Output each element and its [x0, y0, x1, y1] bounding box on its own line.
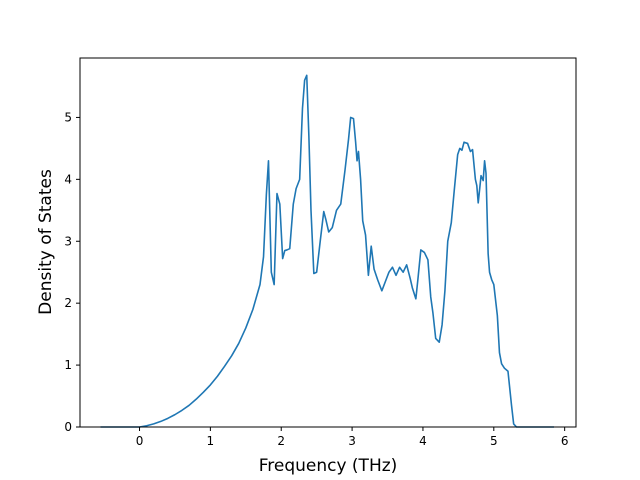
x-tick-label: 4 — [419, 434, 427, 448]
x-tick-label: 2 — [277, 434, 285, 448]
ticks-layer: 0 1 2 3 4 5 6 0 1 2 3 4 5 — [64, 110, 568, 448]
y-tick-label: 3 — [64, 234, 72, 248]
y-tick-label: 1 — [64, 358, 72, 372]
y-tick-label: 2 — [64, 296, 72, 310]
x-axis-label: Frequency (THz) — [259, 456, 398, 476]
x-tick-label: 3 — [348, 434, 356, 448]
dos-series-line — [100, 74, 555, 428]
y-tick-label: 5 — [64, 110, 72, 124]
y-axis-label: Density of States — [36, 169, 56, 315]
x-tick-label: 5 — [490, 434, 498, 448]
plot-area — [79, 57, 577, 428]
y-tick-label: 4 — [64, 172, 72, 186]
x-tick-label: 1 — [207, 434, 215, 448]
x-tick-label: 0 — [136, 434, 144, 448]
x-tick-label: 6 — [561, 434, 569, 448]
plot-frame — [79, 57, 577, 428]
y-tick-label: 0 — [64, 420, 72, 434]
